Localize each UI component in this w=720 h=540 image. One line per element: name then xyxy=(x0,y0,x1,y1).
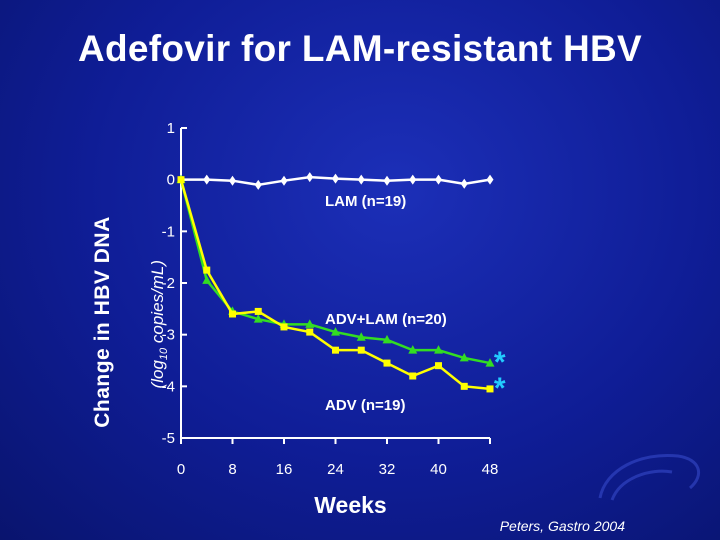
x-tick-label: 32 xyxy=(379,461,396,478)
significance-marker: * xyxy=(494,346,506,379)
data-point xyxy=(409,372,417,380)
data-point xyxy=(383,175,391,186)
x-tick-label: 16 xyxy=(276,461,293,478)
x-tick-label: 24 xyxy=(327,461,344,478)
data-point xyxy=(254,179,262,190)
x-tick-label: 0 xyxy=(177,461,185,478)
y-tick-label: 1 xyxy=(167,120,175,137)
y-tick-label: 0 xyxy=(167,172,175,189)
data-point xyxy=(409,174,417,185)
y-tick-label: -5 xyxy=(162,430,175,447)
data-point xyxy=(306,328,314,336)
data-point xyxy=(202,275,212,284)
data-point xyxy=(486,174,494,185)
data-point xyxy=(460,178,468,189)
data-point xyxy=(435,362,442,370)
data-point xyxy=(460,382,468,390)
data-point xyxy=(332,346,339,354)
series-label: ADV+LAM (n=20) xyxy=(325,311,447,328)
data-point xyxy=(485,358,495,367)
x-axis-label: Weeks xyxy=(314,492,386,518)
data-point xyxy=(203,266,211,274)
data-point xyxy=(408,345,418,354)
data-point xyxy=(254,307,262,315)
data-point xyxy=(203,174,211,185)
y-tick-label: -3 xyxy=(162,327,175,344)
data-point xyxy=(459,352,469,362)
x-tick-label: 8 xyxy=(228,461,236,478)
y-tick-label: -4 xyxy=(162,378,175,395)
citation: Peters, Gastro 2004 xyxy=(499,518,625,534)
data-point xyxy=(434,345,443,354)
y-tick-label: -1 xyxy=(162,223,175,240)
x-tick-label: 48 xyxy=(482,461,499,478)
data-point xyxy=(229,310,236,318)
series-label: LAM (n=19) xyxy=(325,193,406,210)
data-point xyxy=(332,173,339,184)
data-point xyxy=(331,327,340,336)
data-point xyxy=(486,385,494,393)
data-point xyxy=(280,175,288,186)
data-point xyxy=(356,332,366,341)
slide-title: Adefovir for LAM-resistant HBV xyxy=(77,28,643,69)
y-tick-label: -2 xyxy=(162,275,175,292)
data-point xyxy=(229,175,236,186)
data-point xyxy=(305,319,315,328)
data-point xyxy=(435,174,442,185)
x-tick-label: 40 xyxy=(430,461,447,478)
data-point xyxy=(357,174,365,185)
series-line xyxy=(179,179,491,391)
data-point xyxy=(280,323,288,331)
series-label: ADV (n=19) xyxy=(325,397,405,414)
data-point xyxy=(177,176,185,184)
significance-marker: * xyxy=(494,372,506,405)
data-point xyxy=(383,359,391,367)
data-point xyxy=(357,346,365,354)
data-point xyxy=(306,172,314,183)
data-point xyxy=(253,314,263,323)
data-point xyxy=(382,334,392,344)
